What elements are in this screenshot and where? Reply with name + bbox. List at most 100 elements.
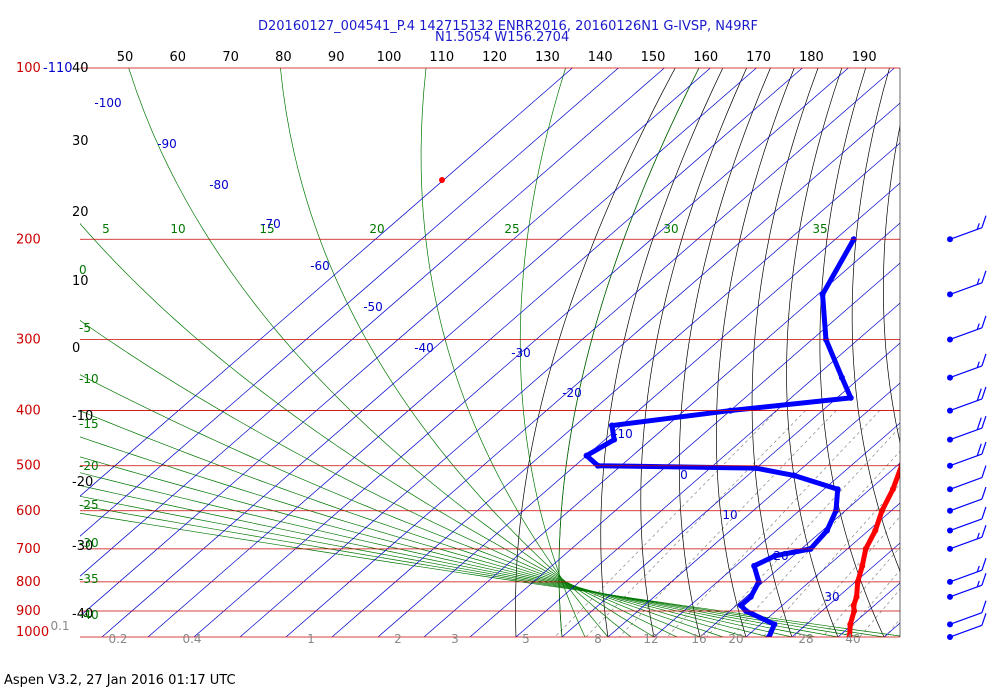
pressure-tick-label: 700 (16, 542, 41, 557)
dry-adiabat-line (851, 68, 900, 573)
wind-barb-flag (981, 353, 987, 367)
temperature-data-point (963, 236, 969, 242)
top-temperature-label: 160 (693, 50, 718, 65)
moist-adiabat-line (280, 68, 632, 637)
temperature-data-point (850, 602, 857, 609)
isotherm-line (101, 68, 757, 637)
isotherm-label: 0 (680, 468, 688, 482)
moist-adiabat-top-label: 15 (259, 222, 274, 236)
moist-adiabat-label: -25 (79, 498, 99, 512)
wind-barb-staff (949, 453, 983, 467)
dry-adiabat-line (515, 68, 676, 637)
pressure-tick-label: 300 (16, 332, 41, 347)
mixing-ratio-label: 16 (691, 632, 706, 646)
pressure-tick-label: 500 (16, 459, 41, 474)
isotherm-label: 30 (824, 590, 839, 604)
temperature-data-point (916, 420, 922, 426)
mixing-ratio-label: 3 (451, 632, 459, 646)
top-temperature-label: 140 (588, 50, 613, 65)
mixing-ratio-line (859, 588, 900, 637)
height-label: -30 (72, 539, 93, 554)
mixing-ratio-label: 0.1 (50, 619, 69, 633)
wind-barb-flag (981, 441, 987, 455)
wind-barb-flag (981, 525, 987, 538)
dry-adiabat-line (640, 68, 747, 637)
wind-barb-staff (949, 569, 983, 583)
temperature-data-point (917, 375, 923, 381)
moist-adiabat-top-label: 10 (170, 222, 185, 236)
isotherm-line (193, 68, 849, 637)
top-temperature-label: 130 (535, 50, 560, 65)
isotherm-label: -60 (310, 259, 330, 273)
moist-adiabat-label: -10 (79, 372, 99, 386)
dewpoint-data-point (751, 562, 758, 569)
dry-adiabat-line (972, 68, 1000, 637)
isotherm-line (930, 68, 1000, 637)
isotherm-label: -80 (209, 178, 229, 192)
top-temperature-label: 60 (170, 50, 187, 65)
pressure-tick-label: 200 (16, 232, 41, 247)
isotherm-line (423, 222, 900, 637)
height-label: 20 (72, 205, 89, 220)
moist-adiabat-line (519, 68, 586, 637)
height-label: -20 (72, 475, 93, 490)
mixing-ratio-line (762, 483, 900, 637)
height-label: -40 (72, 607, 93, 622)
dry-adiabat-line (558, 68, 700, 637)
dewpoint-data-point (819, 291, 826, 298)
moist-adiabat-top-label: 30 (663, 222, 678, 236)
temperature-data-point (889, 486, 896, 493)
dry-adiabat-line (716, 68, 795, 637)
moist-adiabat-line (80, 512, 900, 637)
pressure-tick-label: 900 (16, 604, 41, 619)
software-version-footer: Aspen V3.2, 27 Jan 2016 01:17 UTC (4, 673, 236, 688)
temperature-data-point (439, 177, 445, 183)
top-temperature-label: 190 (852, 50, 877, 65)
temperature-data-point (901, 453, 907, 459)
dewpoint-data-point (834, 486, 841, 493)
dewpoint-data-point (737, 602, 744, 609)
wind-barb-staff (949, 624, 983, 638)
isotherm-label: -50 (363, 300, 383, 314)
moist-adiabat-line (80, 223, 678, 637)
temperature-data-point (847, 621, 854, 628)
wind-barb-staff (949, 282, 983, 295)
wind-barb-flag (981, 572, 987, 586)
top-temperature-label: 100 (377, 50, 402, 65)
height-label: 40 (72, 61, 89, 76)
wind-barb-flag (981, 613, 987, 626)
wind-barb-flag (981, 506, 987, 520)
moist-adiabat-label: -30 (79, 536, 99, 550)
temperature-data-point (872, 527, 879, 534)
chart-title: D20160127_004541_P.4 142715132 ENRR2016,… (258, 19, 758, 34)
wind-barb-flag (981, 415, 987, 429)
temperature-data-point (846, 634, 853, 637)
wind-barb-staff (949, 518, 983, 532)
isotherm-line (561, 342, 900, 637)
wind-barb-half-flag (976, 323, 980, 330)
isotherm-label: -40 (414, 341, 434, 355)
wind-barb-flag (981, 315, 987, 329)
wind-barb-staff (949, 227, 983, 240)
isotherm-label: -30 (511, 346, 531, 360)
moist-adiabat-line (80, 436, 770, 637)
moist-adiabat-label: -5 (79, 321, 91, 335)
moist-adiabat-top-label: 25 (504, 222, 519, 236)
isotherm-line (80, 68, 573, 497)
temperature-data-point (939, 291, 945, 297)
moist-adiabat-line (80, 319, 701, 637)
mixing-ratio-line (842, 569, 900, 637)
isotherm-line (285, 102, 900, 637)
wind-barb-flag (981, 600, 987, 613)
dewpoint-data-point (608, 422, 615, 429)
height-label: 0 (72, 341, 80, 356)
top-temperature-label: 150 (641, 50, 666, 65)
dry-adiabat-line (600, 68, 724, 637)
pressure-extra-label: -110 (43, 61, 73, 76)
wind-barb-half-flag (976, 565, 980, 573)
isotherm-line (80, 68, 665, 577)
isotherm-label: -90 (157, 137, 177, 151)
mixing-ratio-label: 0.4 (182, 632, 201, 646)
top-temperature-label: 90 (328, 50, 345, 65)
moist-adiabat-label: -40 (79, 608, 99, 622)
